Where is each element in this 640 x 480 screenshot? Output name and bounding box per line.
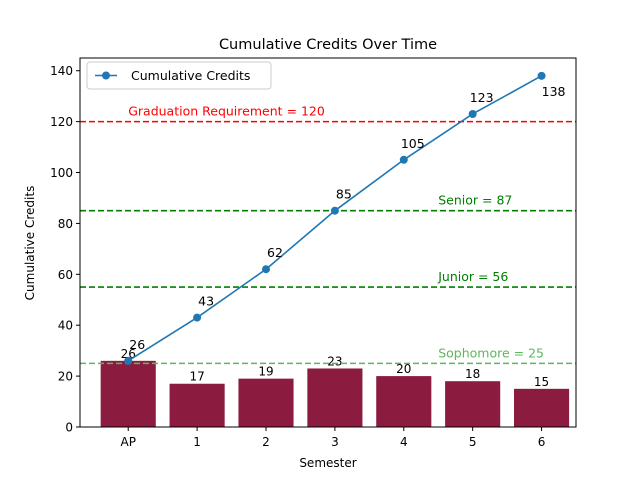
bar-value-label: 23: [327, 354, 342, 368]
series-point: [537, 71, 546, 80]
bar-value-label: 26: [121, 347, 136, 361]
bar: [445, 381, 501, 427]
bar-value-label: 17: [189, 370, 204, 384]
bar-value-label: 18: [465, 367, 480, 381]
y-tick-label: 0: [65, 421, 73, 435]
threshold-label: Senior = 87: [438, 193, 512, 208]
bar: [307, 368, 363, 427]
legend-swatch-marker: [102, 71, 110, 80]
y-tick-label: 20: [58, 370, 73, 384]
point-value-label: 43: [198, 294, 214, 309]
series-point: [399, 155, 408, 164]
y-axis-label: Cumulative Credits: [23, 186, 37, 301]
point-value-label: 62: [267, 245, 283, 260]
point-value-label: 138: [542, 84, 566, 99]
bar-value-label: 15: [534, 375, 549, 389]
threshold-label: Junior = 56: [437, 269, 508, 284]
legend: Cumulative Credits: [86, 61, 272, 90]
point-value-label: 85: [336, 187, 352, 202]
point-value-label: 123: [470, 90, 494, 105]
bar: [169, 383, 225, 427]
bar: [514, 388, 570, 427]
series-point: [124, 356, 133, 365]
y-tick-label: 140: [50, 64, 73, 78]
series-point: [262, 265, 270, 274]
axes-frame: [79, 57, 577, 428]
plot-area: 26 17 19 23 20 18 15 Sophomore = 25 Junior = 56 S…: [80, 71, 576, 427]
threshold-label: Graduation Requirement = 120: [128, 104, 325, 119]
bar-value-label: 20: [396, 362, 411, 376]
series-point: [468, 109, 477, 118]
y-tick-label: 80: [58, 217, 73, 231]
bar: [376, 376, 432, 427]
point-value-label: 105: [401, 136, 425, 151]
x-tick-label: AP: [120, 435, 135, 449]
x-tick-label: 2: [262, 435, 270, 449]
legend-box: [86, 61, 272, 90]
legend-label: Cumulative Credits: [131, 68, 250, 83]
bar-value-label: 19: [258, 365, 273, 379]
y-tick-label: 60: [58, 268, 73, 282]
bar: [238, 378, 294, 427]
x-axis-label: Semester: [299, 456, 356, 470]
x-tick-label: 4: [400, 435, 408, 449]
y-tick-label: 40: [58, 319, 73, 333]
x-tick-label: 5: [469, 435, 477, 449]
y-tick-label: 100: [50, 166, 73, 180]
y-tick-label: 120: [50, 115, 73, 129]
series-point: [193, 313, 202, 322]
chart-title: Cumulative Credits Over Time: [219, 37, 437, 53]
x-tick-label: 6: [538, 435, 546, 449]
series-point: [330, 206, 339, 215]
x-tick-label: 3: [331, 435, 339, 449]
bar: [100, 360, 156, 427]
point-value-label: 26: [129, 337, 145, 352]
threshold-label: Sophomore = 25: [438, 345, 544, 360]
x-tick-label: 1: [193, 435, 201, 449]
